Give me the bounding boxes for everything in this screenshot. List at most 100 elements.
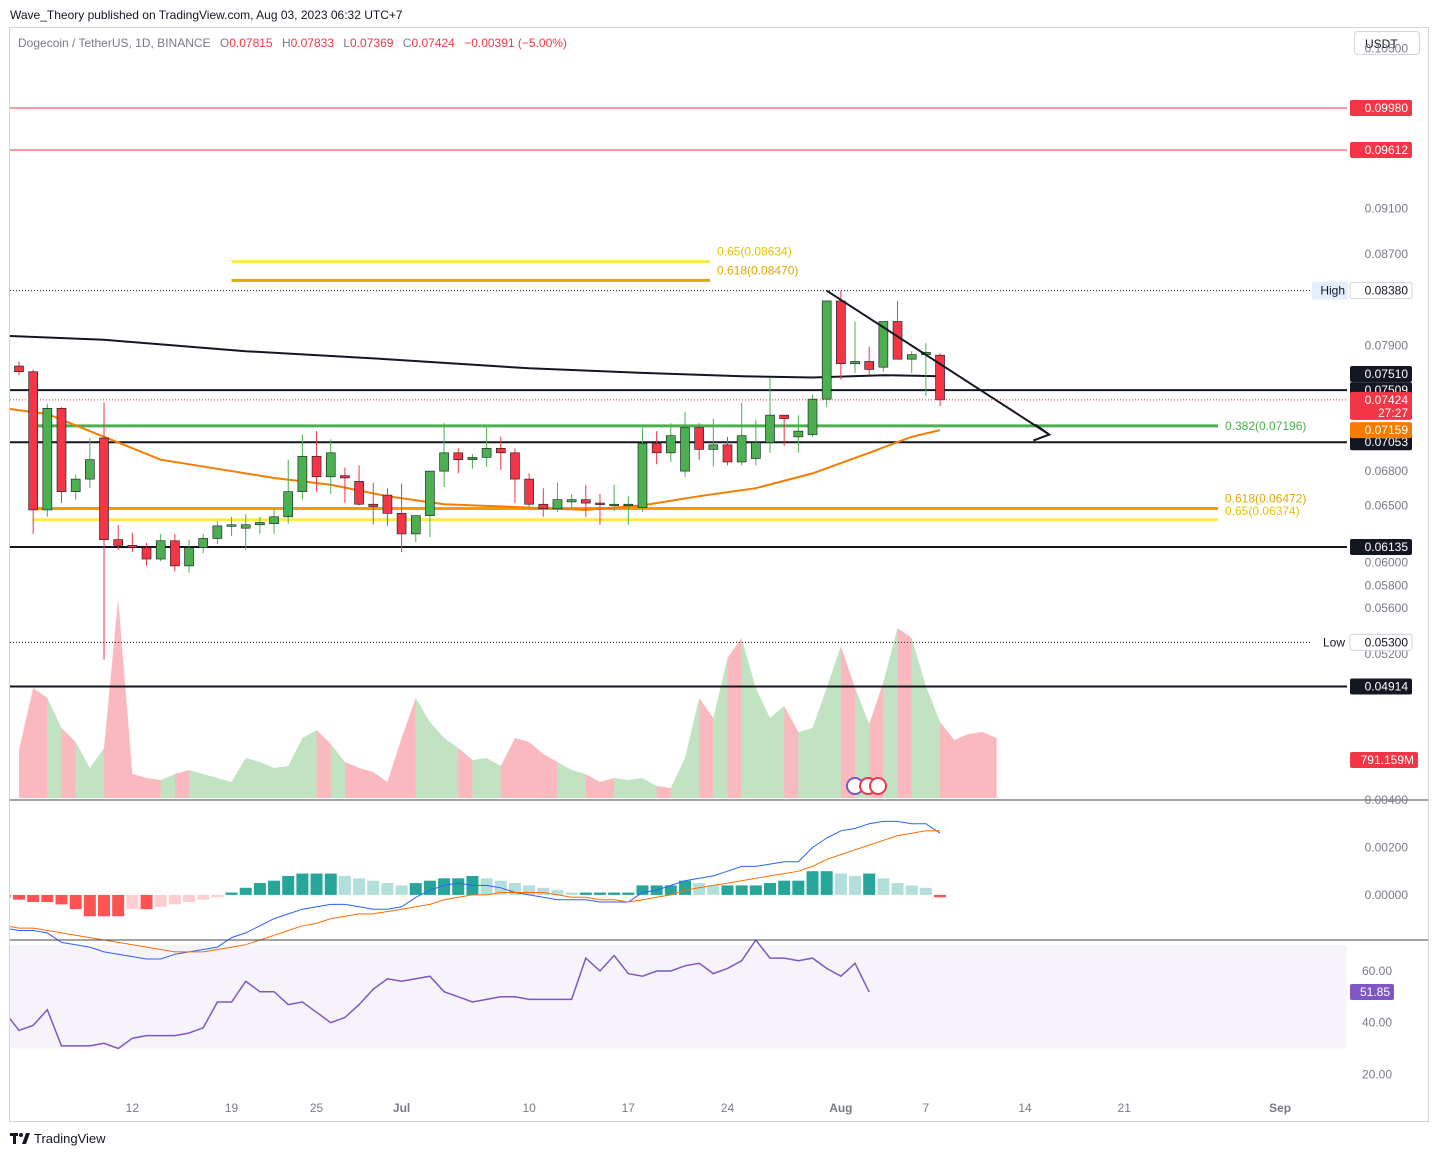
candle <box>510 448 520 504</box>
candle-body <box>680 427 690 472</box>
candle <box>113 524 123 550</box>
volume-area-segment <box>373 772 388 798</box>
volume-area-segment <box>656 786 671 798</box>
time-axis-tick: 24 <box>721 1101 735 1115</box>
volume-area-segment <box>288 738 303 798</box>
close-key: C <box>402 36 412 50</box>
volume-area-segment <box>118 598 133 798</box>
candle-body <box>453 452 464 460</box>
price-tag <box>1350 422 1412 439</box>
candle <box>552 482 563 513</box>
volume-area-segment <box>415 698 430 798</box>
candle-body <box>382 494 393 514</box>
volume-area-segment <box>472 758 487 798</box>
footer-brand-label: TradingView <box>34 1131 106 1146</box>
candle-body <box>56 407 67 492</box>
volume-area-segment <box>925 686 941 798</box>
volume-tag <box>1350 752 1418 768</box>
candle-body <box>708 444 719 450</box>
volume-area-segment <box>784 706 799 798</box>
high-marker-label: High <box>1320 284 1345 298</box>
candle <box>779 414 789 446</box>
macd-histogram-bar <box>225 892 238 895</box>
volume-area-segment <box>897 628 912 798</box>
candle <box>921 343 931 396</box>
volume-area-segment <box>826 646 841 798</box>
macd-histogram-bar <box>749 885 762 895</box>
candle <box>609 484 619 512</box>
candle-body <box>467 457 478 460</box>
macd-histogram-bar <box>806 871 819 895</box>
macd-histogram-bar <box>69 894 82 910</box>
candle-body <box>736 435 747 463</box>
macd-histogram-bar <box>551 890 564 895</box>
candle-body <box>779 414 789 419</box>
volume-area-segment <box>316 730 331 798</box>
fib-level-label: 0.618(0.06472) <box>1225 492 1306 506</box>
candle-body <box>85 459 95 480</box>
volume-area-segment <box>344 762 360 798</box>
candle-body <box>28 371 38 511</box>
plot-area: 0.65(0.08634) 0.618(0.08470) 0.382(0.07196… <box>10 107 1347 1050</box>
price-level-tag <box>1350 539 1412 556</box>
macd-histogram-bar <box>55 894 68 905</box>
macd-histogram-bar <box>792 880 805 895</box>
macd-histogram-bar <box>183 894 196 903</box>
price-axis-tick: 0.09100 <box>1365 201 1409 215</box>
price-level-tag <box>1350 99 1412 116</box>
macd-histogram-bar <box>282 875 295 895</box>
volume-area-segment <box>75 742 90 798</box>
volume-area-segment <box>387 738 402 798</box>
price-level-tag <box>1350 141 1412 158</box>
price-level-tag-label: 0.06135 <box>1365 540 1409 554</box>
candle <box>42 403 53 517</box>
candle <box>481 427 492 467</box>
price-level-tag <box>1350 678 1412 695</box>
candle <box>425 470 435 538</box>
macd-histogram-bar <box>253 883 266 895</box>
macd-histogram-bar <box>239 887 252 895</box>
volume-area-segment <box>189 770 204 798</box>
change-value: −0.00391 (−5.00%) <box>464 36 567 50</box>
candle <box>538 488 549 517</box>
volume-area-segment <box>259 762 275 798</box>
macd-histogram-bar <box>112 894 125 917</box>
currency-selector[interactable]: USDT <box>1354 31 1420 55</box>
macd-histogram-bar <box>13 894 25 900</box>
candle-body <box>240 524 251 529</box>
volume-area-segment <box>47 698 62 798</box>
candle <box>878 321 889 372</box>
high-key: H <box>281 36 291 50</box>
candle-body <box>510 452 520 480</box>
macd-histogram-bar <box>820 871 833 895</box>
candle-body <box>340 475 350 479</box>
macd-histogram-bar <box>919 887 932 895</box>
fib-level-label: 0.618(0.08470) <box>717 263 798 277</box>
price-level-tag-label: 0.09612 <box>1365 143 1409 157</box>
macd-histogram-bar <box>438 878 451 895</box>
volume-area-segment <box>514 738 530 798</box>
candle <box>439 423 449 488</box>
volume-area-segment <box>245 758 260 798</box>
macd-histogram-bar <box>678 880 691 895</box>
volume-area-segment <box>146 778 161 798</box>
ema-line <box>10 407 941 511</box>
rsi-axis-tick: 60.00 <box>1362 964 1392 978</box>
candle-body <box>42 407 53 511</box>
candle <box>495 436 506 470</box>
chart-frame <box>9 27 1429 1122</box>
price-level-tag <box>1350 434 1412 451</box>
volume-area-segment <box>954 734 969 798</box>
time-axis-tick: 7 <box>923 1101 930 1115</box>
open-key: O <box>219 36 230 50</box>
trendline-arrow <box>826 289 1050 436</box>
candle-body <box>425 470 435 516</box>
rsi-value-tag <box>1350 984 1394 1001</box>
candle <box>283 459 294 524</box>
candle <box>325 439 336 494</box>
volume-area-segment <box>798 728 813 798</box>
candle <box>311 431 322 492</box>
candle <box>70 474 81 500</box>
macd-histogram-bar <box>778 880 791 895</box>
